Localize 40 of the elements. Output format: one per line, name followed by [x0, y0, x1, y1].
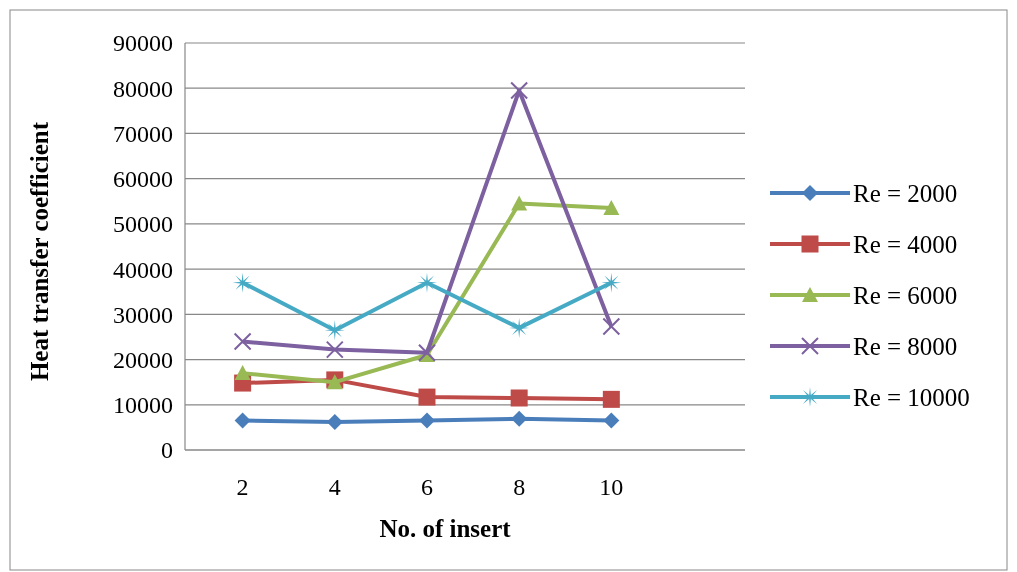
point: [510, 81, 529, 100]
x-tick-label: 8: [513, 474, 526, 500]
legend-label: Re = 2000: [853, 179, 958, 207]
point: [418, 412, 435, 429]
point: [603, 200, 620, 216]
x-tick-label: 2: [236, 474, 249, 500]
legend-label: Re = 10000: [853, 383, 970, 411]
point: [510, 389, 528, 407]
y-tick-label: 30000: [113, 301, 173, 328]
x-tick-label: 4: [328, 474, 341, 500]
y-axis-title: Heat transfer coefficient: [26, 121, 53, 382]
point: [602, 317, 621, 336]
point: [326, 413, 343, 430]
point: [233, 332, 252, 351]
y-tick-label: 70000: [113, 120, 173, 147]
y-tick-label: 90000: [113, 30, 173, 57]
y-tick-label: 60000: [113, 166, 173, 193]
point: [417, 343, 436, 362]
y-tick-label: 0: [161, 437, 173, 464]
point: [511, 195, 528, 211]
point: [418, 388, 436, 406]
point: [234, 365, 251, 381]
x-axis-title: No. of insert: [379, 515, 512, 542]
point: [234, 412, 251, 429]
point: [602, 390, 620, 408]
x-tick-label: 6: [420, 474, 433, 500]
y-tick-label: 80000: [113, 75, 173, 102]
legend-label: Re = 8000: [853, 332, 958, 360]
legend-label: Re = 4000: [853, 230, 958, 258]
legend-label: Re = 6000: [853, 281, 958, 309]
y-tick-label: 40000: [113, 256, 173, 283]
point: [511, 410, 528, 427]
y-tick-label: 50000: [113, 211, 173, 238]
point: [232, 272, 253, 293]
point: [601, 272, 622, 293]
point: [603, 412, 620, 429]
point: [325, 340, 344, 359]
y-tick-label: 20000: [113, 346, 173, 373]
x-tick-label: 10: [599, 474, 624, 500]
y-tick-label: 10000: [113, 392, 173, 419]
